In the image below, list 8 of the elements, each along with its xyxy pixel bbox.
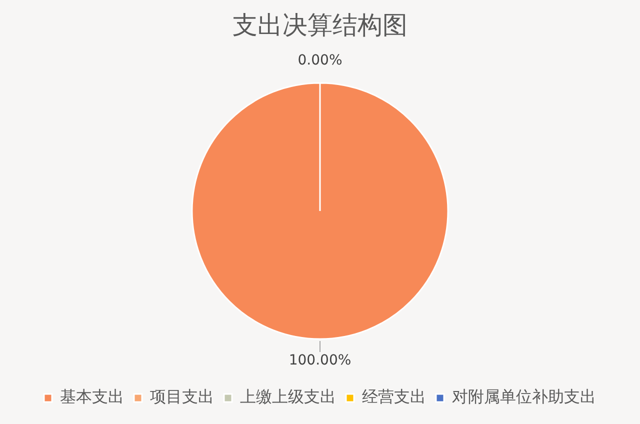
- legend-label: 项目支出: [150, 387, 214, 406]
- data-label: 100.00%: [288, 352, 352, 369]
- legend-label: 经营支出: [362, 387, 426, 406]
- text: 0.00%: [298, 52, 342, 69]
- legend-label: 对附属单位补助支出: [452, 387, 596, 406]
- legend-label: 基本支出: [60, 387, 124, 406]
- chart-title: 支出决算结构图: [232, 10, 408, 40]
- legend-label: 上缴上级支出: [240, 387, 336, 406]
